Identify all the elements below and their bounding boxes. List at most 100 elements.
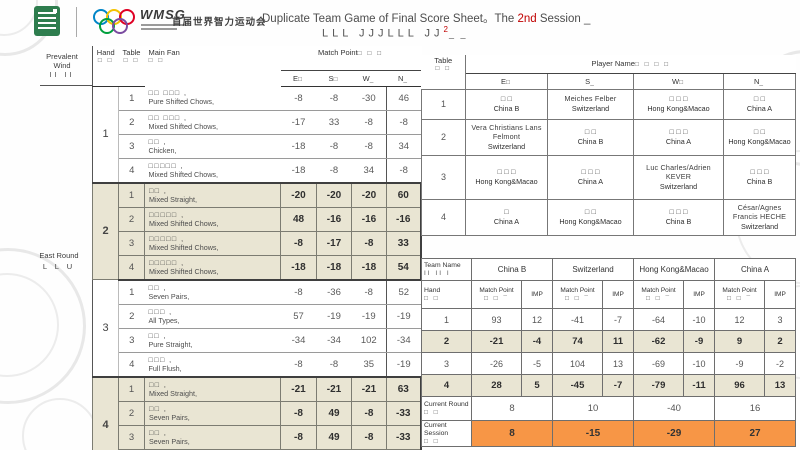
fan-row: 2 □□ □□□ , Mixed Shifted Chows, -17 33 -8 -8 bbox=[93, 110, 421, 135]
team-name: Switzerland bbox=[551, 258, 635, 281]
fan-cell: □□□□□ ,Mixed Shifted Chows, bbox=[144, 254, 281, 281]
match-point-cell: -16 bbox=[316, 206, 352, 232]
fan-name-en: Mixed Shifted Chows, bbox=[149, 242, 219, 252]
player-name: □ □ bbox=[753, 94, 766, 103]
match-point-cell: -33 bbox=[386, 424, 422, 450]
match-point-cell: -8 bbox=[351, 424, 387, 450]
page-title-cjk-fallback: LLL JJJLLL JJ2_ _ bbox=[322, 25, 468, 40]
logo-divider bbox=[76, 7, 77, 37]
match-point-cell: -8 bbox=[351, 230, 387, 256]
match-point-cell: -8 bbox=[316, 158, 352, 183]
team-imp: -10 bbox=[683, 352, 716, 375]
table-number: 3 bbox=[118, 424, 145, 450]
player-name-header: Player Name□ □ □ □ bbox=[465, 55, 796, 74]
seat-header-south: S□ bbox=[316, 70, 352, 87]
match-point-cell: -19 bbox=[351, 304, 387, 329]
seat-header-east: E□ bbox=[280, 70, 317, 87]
fan-name-cjk: □□ , bbox=[149, 381, 168, 389]
match-point-cell: 34 bbox=[386, 134, 421, 159]
team-name: Hong Kong&Macao bbox=[633, 258, 716, 281]
player-country: Hong Kong&Macao bbox=[475, 177, 538, 186]
player-country: China A bbox=[746, 104, 773, 113]
fan-cell: □□ , Chicken, bbox=[144, 134, 281, 159]
match-point-cell: -34 bbox=[316, 328, 352, 353]
fan-cell: □□ , Mixed Straight, bbox=[144, 375, 281, 402]
player-table-number: 4 bbox=[421, 198, 466, 236]
match-point-cell: -33 bbox=[386, 400, 422, 426]
session-number-superscript: 2 bbox=[443, 25, 449, 34]
summary-hand-number: 3 bbox=[421, 352, 472, 375]
player-country: China A bbox=[493, 217, 520, 226]
match-point-cell: -8 bbox=[316, 86, 352, 111]
fan-cell: □□ , Seven Pairs, bbox=[144, 400, 281, 426]
team-imp: 2 bbox=[764, 330, 797, 353]
watermark-ring bbox=[22, 398, 98, 450]
fan-name-en: Seven Pairs, bbox=[148, 291, 190, 301]
match-point-cell: -20 bbox=[316, 181, 352, 208]
fan-row: 4 1 □□ , Mixed Straight, -21 -21 -21 63 bbox=[92, 375, 422, 450]
table-number: 3 bbox=[118, 328, 145, 353]
match-point-cell: 34 bbox=[351, 158, 387, 183]
fan-row: 2 □□□□□ , Mixed Shifted Chows, 48 -16 -16 -16 bbox=[93, 206, 422, 232]
team-imp: 13 bbox=[764, 374, 797, 397]
table-number: 1 bbox=[118, 86, 145, 111]
team-imp: 3 bbox=[764, 308, 797, 331]
current-session-value: 8 bbox=[471, 420, 553, 447]
player-name: Vera Christians Lans bbox=[471, 122, 542, 132]
hand-label: Hand □ □ bbox=[421, 280, 472, 309]
player-name: □ □ □ bbox=[581, 167, 600, 176]
table-number: 4 bbox=[118, 158, 145, 183]
player-cell: Vera Christians Lans Felmont Switzerland bbox=[465, 118, 548, 156]
current-round-value: -40 bbox=[633, 396, 716, 421]
match-point-cell: 49 bbox=[316, 424, 352, 450]
fan-name-en: Pure Straight, bbox=[148, 339, 193, 349]
table-number: 4 bbox=[118, 254, 145, 281]
fan-name-en: Mixed Shifted Chows, bbox=[148, 121, 219, 131]
player-name: □ □ □ bbox=[669, 94, 688, 103]
player-seat-north: N_ bbox=[722, 73, 797, 90]
fan-name-cjk: □□ , bbox=[148, 284, 167, 292]
fan-cell: □□□□□ ,Mixed Shifted Chows, bbox=[144, 206, 281, 232]
imp-column-header: IMP bbox=[521, 280, 553, 309]
fan-row: 1 1 □□ □□□ , Pure Shifted Chows, -8 -8 -30 46 bbox=[92, 86, 421, 183]
header-rule-extension bbox=[40, 85, 92, 86]
summary-hand-row: 1 93 12 -41 -7 -64 -10 12 3 bbox=[421, 308, 797, 331]
prevalent-wind-label: Prevalent Wind II II bbox=[34, 52, 90, 80]
table-number: 4 bbox=[118, 352, 145, 377]
match-point-cell: -8 bbox=[316, 352, 352, 377]
match-point-cell: -21 bbox=[316, 375, 352, 402]
match-point-cell: -8 bbox=[351, 279, 387, 305]
main-fan-column-header: Main Fan □ □ bbox=[148, 48, 180, 64]
table-number: 3 bbox=[118, 134, 145, 159]
match-point-cell: -18 bbox=[280, 254, 317, 281]
match-point-cell: -19 bbox=[316, 304, 352, 329]
player-table-number: 1 bbox=[421, 88, 466, 120]
player-cell: □ □ □ China A bbox=[633, 118, 724, 156]
hand-number: 4 bbox=[92, 375, 119, 450]
match-point-header: Match Point□ □ □ bbox=[280, 46, 421, 71]
team-imp: -9 bbox=[683, 330, 716, 353]
summary-subheader-row: Hand □ □ Match Point □ □ ¯ IMP Match Point □ □… bbox=[421, 280, 797, 309]
team-imp: -11 bbox=[683, 374, 716, 397]
match-point-cell: -16 bbox=[386, 206, 422, 232]
player-name: □ □ bbox=[584, 127, 597, 136]
match-point-cell: -8 bbox=[351, 110, 387, 135]
player-name: Francis HECHE bbox=[732, 211, 787, 221]
wmsg-rings-logo bbox=[93, 9, 137, 35]
fan-row: 3 □□□□□ , Mixed Shifted Chows, -8 -17 -8 33 bbox=[93, 230, 422, 256]
summary-hand-row: 4 28 5 -45 -7 -79 -11 96 13 bbox=[421, 374, 797, 397]
team-imp: -4 bbox=[521, 330, 553, 353]
title-prefix: Duplicate Team Game of Final Score Sheet… bbox=[262, 13, 518, 25]
match-point-cell: -8 bbox=[351, 134, 387, 159]
east-round-label: East Round L L U bbox=[28, 251, 90, 271]
match-point-cell: -36 bbox=[316, 279, 352, 305]
match-point-cell: 57 bbox=[280, 304, 317, 329]
player-cell: □ □ China B bbox=[547, 118, 634, 156]
current-round-value: 16 bbox=[714, 396, 797, 421]
team-match-point: 93 bbox=[471, 308, 522, 331]
player-name: Felmont bbox=[492, 131, 521, 141]
fan-name-en: Mixed Shifted Chows, bbox=[149, 218, 219, 228]
match-point-cell: -19 bbox=[386, 352, 421, 377]
left-table: Hand □ □ Table □ □ Main Fan □ □ Match Point… bbox=[92, 46, 422, 450]
